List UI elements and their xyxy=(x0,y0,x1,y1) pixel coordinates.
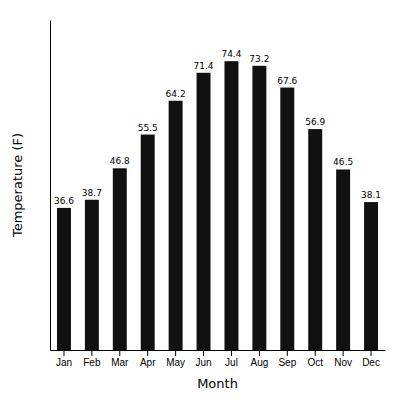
x-tick: Mar xyxy=(111,350,129,368)
x-tick-mark xyxy=(147,350,148,356)
data-label: 38.7 xyxy=(82,188,102,198)
data-label: 38.1 xyxy=(361,190,381,200)
x-tick: May xyxy=(166,350,185,368)
x-tick-mark xyxy=(119,350,120,356)
x-tick-label: Feb xyxy=(83,357,101,368)
x-tick: Jan xyxy=(56,350,72,368)
y-axis-line xyxy=(50,21,51,351)
x-tick-label: Aug xyxy=(250,357,268,368)
x-axis-line xyxy=(51,350,386,351)
bars xyxy=(57,61,378,350)
x-tick-mark xyxy=(371,350,372,356)
x-tick-mark xyxy=(287,350,288,356)
x-tick: Aug xyxy=(250,350,268,368)
x-tick-label: Dec xyxy=(362,357,380,368)
x-tick-label: Jul xyxy=(225,357,238,368)
data-label: 46.8 xyxy=(110,156,130,166)
x-axis-title: Month xyxy=(197,376,238,391)
x-tick-mark xyxy=(91,350,92,356)
data-label: 46.5 xyxy=(333,157,353,167)
bar xyxy=(197,73,211,350)
x-tick-label: Jan xyxy=(56,357,72,368)
bar xyxy=(252,66,266,350)
bar xyxy=(141,135,155,350)
x-tick: Sep xyxy=(278,350,296,368)
bar xyxy=(364,202,378,350)
x-tick: Feb xyxy=(83,350,101,368)
x-tick: Apr xyxy=(140,350,156,368)
x-tick: Dec xyxy=(362,350,380,368)
data-labels: 36.6 38.7 46.8 55.5 64.2 71.4 74.4 73.2 67.6 56.9… xyxy=(54,49,381,206)
y-axis xyxy=(50,21,51,351)
x-tick-label: Nov xyxy=(334,357,352,368)
bar xyxy=(169,101,183,350)
x-tick-label: Sep xyxy=(278,357,296,368)
bar xyxy=(336,169,350,350)
plot: Jan Feb Mar Apr May Jun Jul Aug Sep Oct Nov Dec 36.6… xyxy=(51,21,386,369)
x-tick-mark xyxy=(343,350,344,356)
x-tick-label: Jun xyxy=(195,357,211,368)
x-tick-mark xyxy=(63,350,64,356)
chart: Jan Feb Mar Apr May Jun Jul Aug Sep Oct Nov Dec 36.6… xyxy=(0,0,400,400)
bar xyxy=(113,168,127,350)
x-tick-mark xyxy=(231,350,232,356)
x-tick: Jul xyxy=(225,350,238,368)
bar xyxy=(224,61,238,350)
x-tick-label: Apr xyxy=(140,357,156,368)
data-label: 67.6 xyxy=(277,76,297,86)
data-label: 36.6 xyxy=(54,196,74,206)
y-axis-title: Temperature (F) xyxy=(10,133,25,238)
data-label: 71.4 xyxy=(194,61,214,71)
x-tick: Jun xyxy=(195,350,211,368)
x-tick-mark xyxy=(203,350,204,356)
x-tick-mark xyxy=(315,350,316,356)
data-label: 73.2 xyxy=(249,54,269,64)
data-label: 64.2 xyxy=(166,89,186,99)
x-tick-label: Mar xyxy=(111,357,129,368)
x-tick-mark xyxy=(175,350,176,356)
data-label: 55.5 xyxy=(138,123,158,133)
bar xyxy=(308,129,322,350)
bar xyxy=(57,208,71,350)
x-tick-label: May xyxy=(166,357,185,368)
x-axis: Jan Feb Mar Apr May Jun Jul Aug Sep Oct Nov Dec xyxy=(51,350,386,368)
data-label: 56.9 xyxy=(305,117,325,127)
x-tick-label: Oct xyxy=(307,357,323,368)
data-label: 74.4 xyxy=(221,49,241,59)
x-tick-mark xyxy=(259,350,260,356)
x-tick: Nov xyxy=(334,350,352,368)
x-tick: Oct xyxy=(307,350,323,368)
bar xyxy=(85,200,99,350)
bar xyxy=(280,88,294,350)
